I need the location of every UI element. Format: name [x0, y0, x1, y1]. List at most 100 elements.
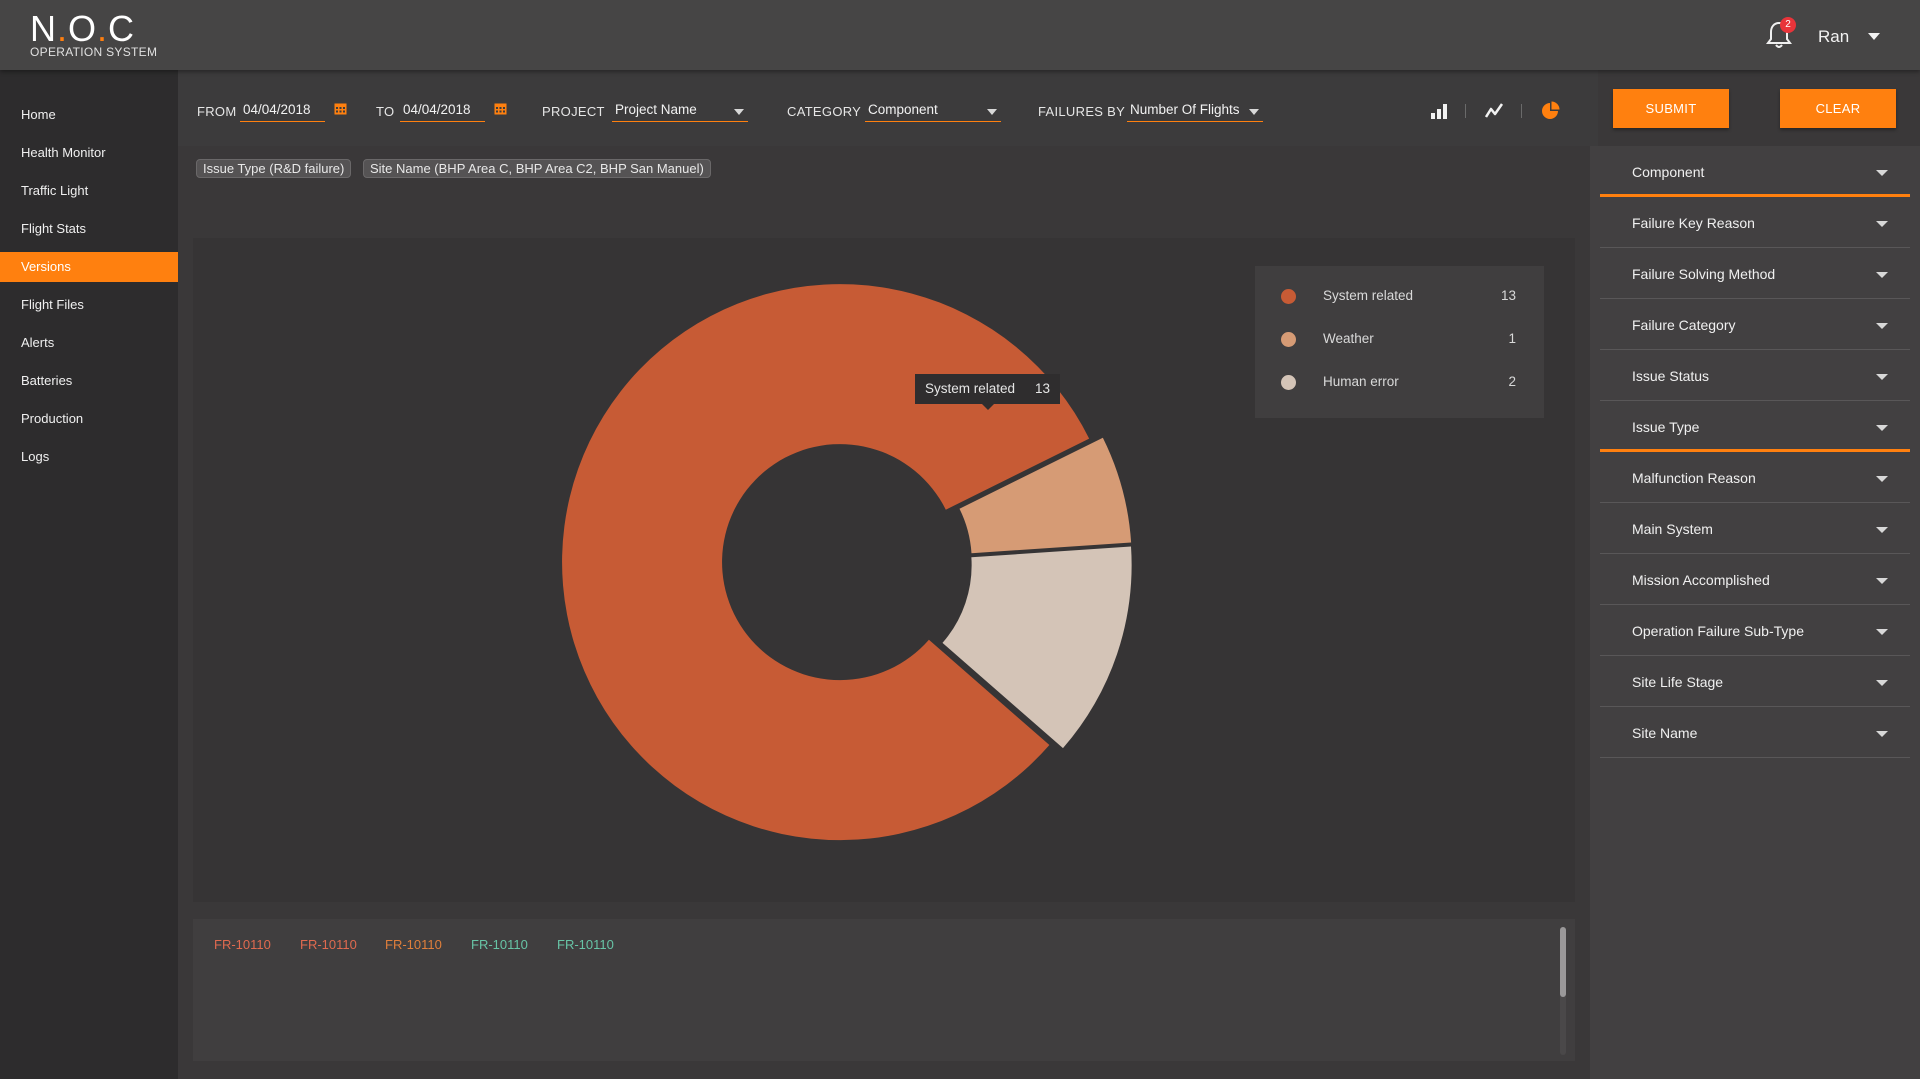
submit-button[interactable]: SUBMIT — [1613, 89, 1729, 128]
active-filter-tags: Issue Type (R&D failure) Site Name (BHP … — [178, 146, 1590, 222]
to-label: TO — [376, 104, 395, 119]
tooltip-label: System related — [925, 381, 1016, 396]
calendar-icon[interactable] — [334, 102, 347, 115]
legend-swatch — [1281, 289, 1296, 304]
filter-label: Issue Status — [1632, 368, 1710, 384]
legend-label: System related — [1323, 288, 1414, 303]
filter-label: Site Name — [1632, 725, 1698, 741]
records-panel: FR-10110 FR-10110 FR-10110 FR-10110 FR-1… — [193, 919, 1575, 1061]
filter-component[interactable]: Component — [1600, 146, 1910, 197]
filter-main-system[interactable]: Main System — [1600, 503, 1910, 554]
chevron-down-icon — [1876, 680, 1888, 686]
filter-label: Main System — [1632, 521, 1713, 537]
chevron-down-icon — [1249, 109, 1259, 115]
record-link[interactable]: FR-10110 — [300, 937, 357, 952]
filter-label: Operation Failure Sub-Type — [1632, 623, 1804, 639]
legend-label: Human error — [1323, 374, 1399, 389]
pie-chart-icon[interactable] — [1539, 100, 1561, 122]
category-select-value: Component — [868, 102, 938, 117]
filter-issue-status[interactable]: Issue Status — [1600, 350, 1910, 401]
filter-tag[interactable]: Site Name (BHP Area C, BHP Area C2, BHP … — [363, 159, 711, 178]
scrollbar-thumb[interactable] — [1560, 927, 1566, 997]
filter-label: Site Life Stage — [1632, 674, 1724, 690]
sidebar-item-home[interactable]: Home — [21, 107, 56, 122]
filter-failure-category[interactable]: Failure Category — [1600, 299, 1910, 350]
category-select[interactable]: Component — [865, 102, 1001, 122]
donut-slice-system-related[interactable] — [562, 284, 1090, 841]
filter-mission-accomplished[interactable]: Mission Accomplished — [1600, 554, 1910, 605]
chevron-down-icon — [1876, 323, 1888, 329]
legend-swatch — [1281, 375, 1296, 390]
filter-operation-failure-sub-type[interactable]: Operation Failure Sub-Type — [1600, 605, 1910, 656]
sidebar: Home Health Monitor Traffic Light Flight… — [0, 70, 178, 1079]
filter-label: Mission Accomplished — [1632, 572, 1770, 588]
donut-slice-weather[interactable] — [959, 437, 1132, 554]
icon-separator — [1465, 104, 1466, 118]
record-link[interactable]: FR-10110 — [471, 937, 528, 952]
filter-label: Failure Key Reason — [1632, 215, 1755, 231]
donut-chart — [562, 284, 1132, 841]
bar-chart-icon[interactable] — [1428, 100, 1450, 122]
app-subtitle: OPERATION SYSTEM — [30, 45, 158, 59]
donut-slice-human-error[interactable] — [942, 546, 1132, 749]
failures-by-select-value: Number Of Flights — [1130, 102, 1240, 117]
filter-panel: Component Failure Key Reason Failure Sol… — [1590, 146, 1920, 1079]
filter-site-name[interactable]: Site Name — [1600, 707, 1910, 758]
user-menu-caret-icon[interactable] — [1868, 33, 1880, 40]
line-chart-icon[interactable] — [1483, 100, 1505, 122]
chevron-down-icon — [1876, 731, 1888, 737]
legend-value: 2 — [1508, 374, 1516, 389]
legend-value: 1 — [1508, 331, 1516, 346]
filter-site-life-stage[interactable]: Site Life Stage — [1600, 656, 1910, 707]
chevron-down-icon — [1876, 629, 1888, 635]
filter-tag[interactable]: Issue Type (R&D failure) — [196, 159, 352, 178]
chevron-down-icon — [1876, 578, 1888, 584]
sidebar-item-logs[interactable]: Logs — [21, 449, 50, 464]
chevron-down-icon — [1876, 476, 1888, 482]
clear-button[interactable]: CLEAR — [1780, 89, 1896, 128]
sidebar-item-traffic-light[interactable]: Traffic Light — [21, 183, 89, 198]
category-label: CATEGORY — [787, 104, 862, 119]
tooltip-value: 13 — [1034, 381, 1050, 396]
sidebar-item-flight-stats[interactable]: Flight Stats — [21, 221, 87, 236]
filter-label: Failure Category — [1632, 317, 1736, 333]
filter-label: Failure Solving Method — [1632, 266, 1776, 282]
failures-by-select[interactable]: Number Of Flights — [1127, 102, 1263, 122]
filter-issue-type[interactable]: Issue Type — [1600, 401, 1910, 452]
chevron-down-icon — [1876, 170, 1888, 176]
filter-failure-solving-method[interactable]: Failure Solving Method — [1600, 248, 1910, 299]
chevron-down-icon — [1876, 272, 1888, 278]
icon-separator — [1521, 104, 1522, 118]
chart-tooltip: System related 13 — [915, 374, 1060, 404]
records-scrollbar[interactable] — [1560, 927, 1566, 1055]
legend-item[interactable]: Weather 1 — [1255, 323, 1544, 353]
project-select[interactable]: Project Name — [612, 102, 748, 122]
filter-failure-key-reason[interactable]: Failure Key Reason — [1600, 197, 1910, 248]
record-link[interactable]: FR-10110 — [214, 937, 271, 952]
calendar-icon[interactable] — [494, 102, 507, 115]
legend-label: Weather — [1323, 331, 1374, 346]
user-name[interactable]: Ran — [1818, 27, 1850, 46]
app-logo[interactable]: N.O.C OPERATION SYSTEM — [30, 10, 158, 60]
sidebar-item-versions[interactable]: Versions — [0, 252, 178, 282]
chevron-down-icon — [1876, 527, 1888, 533]
sidebar-item-alerts[interactable]: Alerts — [21, 335, 55, 350]
chevron-down-icon — [1876, 425, 1888, 431]
failures-by-label: FAILURES BY — [1038, 104, 1126, 119]
record-link[interactable]: FR-10110 — [385, 937, 442, 952]
sidebar-item-production[interactable]: Production — [21, 411, 84, 426]
legend-item[interactable]: System related 13 — [1255, 280, 1544, 310]
legend-item[interactable]: Human error 2 — [1255, 366, 1544, 396]
sidebar-item-batteries[interactable]: Batteries — [21, 373, 73, 388]
project-select-value: Project Name — [615, 102, 697, 117]
filter-label: Issue Type — [1632, 419, 1700, 435]
sidebar-item-health-monitor[interactable]: Health Monitor — [21, 145, 106, 160]
from-date-field[interactable]: 04/04/2018 — [240, 102, 325, 122]
chevron-down-icon — [1876, 374, 1888, 380]
filter-malfunction-reason[interactable]: Malfunction Reason — [1600, 452, 1910, 503]
sidebar-item-flight-files[interactable]: Flight Files — [21, 297, 84, 312]
record-link[interactable]: FR-10110 — [557, 937, 614, 952]
chevron-down-icon — [1876, 221, 1888, 227]
chart-legend: System related 13 Weather 1 Human error … — [1255, 266, 1544, 418]
to-date-field[interactable]: 04/04/2018 — [400, 102, 485, 122]
